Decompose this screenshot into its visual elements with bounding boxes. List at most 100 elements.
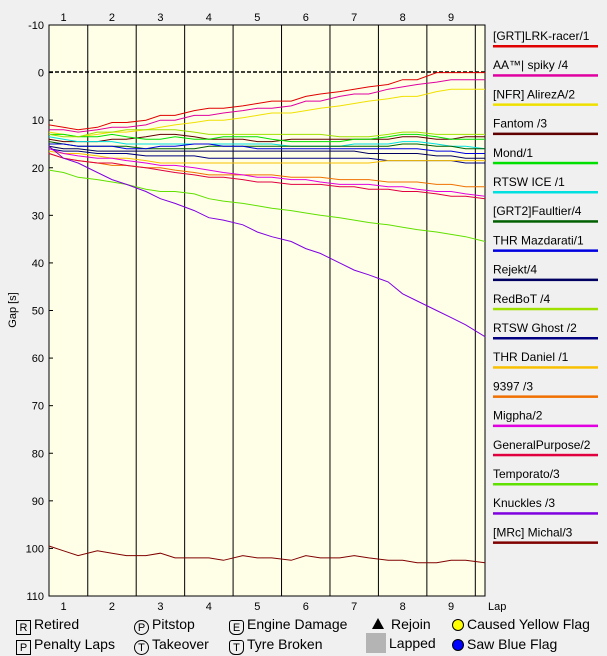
x-tick-label-bottom: 5: [254, 601, 260, 612]
legend-entry-label: RedBoT /4: [493, 292, 550, 306]
y-tick-label: 80: [32, 448, 44, 460]
legend-color-swatch: [493, 278, 598, 282]
y-axis-label: Gap [s]: [7, 292, 19, 327]
yellow-flag-dot-icon: [452, 619, 464, 631]
x-tick-label-top: 9: [448, 12, 454, 24]
lapped-gray-square-icon: [366, 633, 386, 653]
legend-entry-label: Rejekt/4: [493, 263, 537, 277]
legend-color-swatch: [493, 337, 598, 340]
legend-entry-label: GeneralPurpose/2: [493, 438, 591, 452]
x-ticks-bottom: 1 2 3 4 5 6 7 8 9: [60, 601, 454, 612]
legend-entry-label: [NFR] AlirezA/2: [493, 87, 575, 101]
legend-color-swatch: [493, 191, 598, 194]
series-line: [49, 133, 485, 143]
legend-color-swatch: [493, 424, 598, 428]
legend-color-swatch: [493, 483, 598, 486]
series-line: [48, 150, 485, 164]
legend-color-swatch: [493, 366, 598, 369]
plot-area: [48, 24, 486, 597]
series-line: [48, 545, 486, 564]
legend-entry-label: THR Daniel /1: [493, 350, 569, 364]
series-line: [48, 145, 486, 338]
series-line: [48, 129, 485, 138]
series-line: [48, 145, 485, 159]
key-pitstop: P Pitstop: [134, 615, 195, 635]
y-tick-label: 30: [32, 210, 44, 222]
legend-color-swatch: [493, 395, 598, 398]
x-ticks-top: 1 2 3 4 5 6 7 8 9: [60, 12, 454, 24]
y-tick-label: 0: [38, 68, 44, 80]
y-tick-label: 70: [32, 401, 44, 413]
legend-color-swatch: [493, 161, 598, 165]
legend-entry-label: Knuckles /3: [493, 496, 555, 510]
series-line: [48, 141, 485, 150]
key-tyre-broken: T Tyre Broken: [229, 635, 322, 655]
key-rejoin: Rejoin: [370, 615, 431, 633]
tyre-broken-icon: T: [229, 640, 244, 655]
y-tick-label: 90: [32, 496, 44, 508]
legend-color-swatch: [493, 45, 598, 48]
legend-entry-label: 9397 /3: [493, 379, 533, 393]
y-tick-label: 10: [32, 115, 44, 127]
y-ticks: -10 0 10 20 30 40 50 60 70 80 90 100 110: [26, 20, 53, 603]
legend-color-swatch: [493, 132, 598, 136]
series-line: [49, 79, 485, 133]
legend-entry-label: Temporato/3: [493, 467, 560, 481]
engine-damage-icon: E: [229, 620, 244, 635]
legend-color-swatch: [493, 74, 598, 77]
legend-entry-label: [GRT]LRK-racer/1: [493, 29, 590, 43]
series-line: [48, 136, 486, 150]
key-pitstop-label: Pitstop: [152, 616, 195, 632]
key-retired-label: Retired: [34, 616, 80, 632]
penalty-laps-icon: P: [16, 640, 31, 655]
x-tick-label-bottom: 2: [109, 601, 115, 612]
y-tick-label: -10: [28, 20, 44, 32]
key-retired: R Retired: [16, 615, 79, 635]
key-rejoin-label: Rejoin: [391, 616, 431, 632]
x-tick-label-bottom: 8: [400, 601, 406, 612]
x-tick-label-top: 5: [254, 12, 260, 24]
key-caused-yellow: Caused Yellow Flag: [452, 615, 590, 633]
x-tick-label-bottom: 7: [351, 601, 357, 612]
y-tick-label: 20: [32, 163, 44, 175]
legend-entry-label: Mond/1: [493, 146, 533, 160]
gap-chart: 1 2 3 4 5 6 7 8 9 1 2 3 4 5 6 7 8 9 -10 0 10 20 30 40 50 60 70 80…: [7, 12, 598, 612]
key-penalty-laps-label: Penalty Laps: [34, 636, 115, 652]
legend-color-swatch: [493, 453, 598, 457]
legend-color-swatch: [493, 541, 598, 544]
lap-grid-lines: [87, 25, 476, 596]
series-line: [48, 148, 486, 197]
key-lapped-label: Lapped: [389, 635, 436, 651]
rejoin-triangle-icon: [372, 618, 384, 629]
key-takeover: T Takeover: [134, 635, 209, 655]
key-engine-damage-label: Engine Damage: [247, 616, 348, 632]
x-tick-label-bottom: 3: [157, 601, 163, 612]
series-line: [48, 153, 486, 200]
key-saw-blue-label: Saw Blue Flag: [467, 636, 558, 652]
x-tick-label-top: 3: [157, 12, 163, 24]
retired-icon: R: [16, 620, 31, 635]
x-tick-label-bottom: 9: [448, 601, 454, 612]
legend-color-swatch: [493, 249, 598, 252]
x-axis-label: Lap: [488, 601, 506, 612]
legend-color-swatch: [493, 512, 598, 515]
legend-color-swatch: [493, 103, 598, 106]
series-line: [48, 153, 485, 188]
legend-entry-label: RTSW ICE /1: [493, 175, 565, 189]
blue-flag-dot-icon: [452, 639, 464, 651]
legend-entry-label: [MRc] Michal/3: [493, 525, 573, 539]
x-tick-label-top: 2: [109, 12, 115, 24]
x-tick-label-bottom: 1: [60, 601, 66, 612]
y-tick-label: 40: [32, 258, 44, 270]
key-engine-damage: E Engine Damage: [229, 615, 347, 635]
series-line: [48, 88, 485, 138]
series-lines: [48, 72, 486, 564]
takeover-icon: T: [134, 640, 149, 655]
series-line: [49, 143, 485, 154]
legend-entry-label: Fantom /3: [493, 117, 547, 131]
x-tick-label-top: 6: [303, 12, 309, 24]
key-penalty-laps: P Penalty Laps: [16, 635, 115, 655]
y-tick-label: 100: [26, 543, 44, 555]
key-lapped: Lapped: [366, 633, 436, 653]
key-takeover-label: Takeover: [152, 636, 209, 652]
